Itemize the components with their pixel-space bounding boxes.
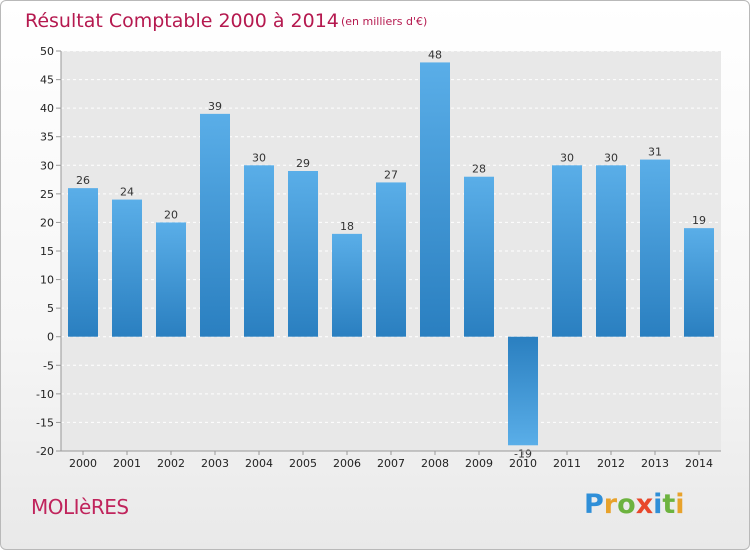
logo-letter: r [603, 489, 618, 520]
x-tick-label-2008: 2008 [421, 457, 449, 470]
data-label-2006: 18 [340, 220, 354, 233]
y-tick-label: 35 [40, 131, 54, 144]
y-tick-label: -10 [36, 388, 54, 401]
y-tick-label: 5 [47, 302, 54, 315]
y-tick-label: 20 [40, 216, 54, 229]
chart-subtitle: (en milliers d'€) [341, 15, 427, 28]
x-tick-label-2005: 2005 [289, 457, 317, 470]
logo-letter: i [675, 489, 685, 520]
y-tick-label: -15 [36, 416, 54, 429]
x-axis-ticks: 2000 2001 2002 2003 2004 2005 2006 2007 2008 2009… [69, 451, 713, 470]
data-label-2005: 29 [296, 157, 310, 170]
bar-2014 [684, 228, 714, 337]
y-tick-label: 0 [47, 331, 54, 344]
data-label-2014: 19 [692, 214, 706, 227]
chart-title: Résultat Comptable 2000 à 2014 [25, 10, 339, 32]
data-label-2011: 30 [560, 151, 574, 164]
bar-2000 [68, 188, 98, 337]
commune-name: MOLIèRES [31, 495, 129, 519]
data-label-2000: 26 [76, 174, 90, 187]
data-label-2002: 20 [164, 208, 178, 221]
data-label-2008: 48 [428, 48, 442, 61]
x-tick-label-2003: 2003 [201, 457, 229, 470]
bar-2008 [420, 62, 450, 337]
data-label-2012: 30 [604, 151, 618, 164]
y-tick-label: 30 [40, 159, 54, 172]
x-tick-label-2004: 2004 [245, 457, 273, 470]
logo-letter: i [653, 489, 663, 520]
y-tick-label: 40 [40, 102, 54, 115]
data-label-2013: 31 [648, 146, 662, 159]
y-tick-label: 15 [40, 245, 54, 258]
x-tick-label-2001: 2001 [113, 457, 141, 470]
y-tick-label: 25 [40, 188, 54, 201]
y-tick-label: 10 [40, 274, 54, 287]
x-tick-label-2010: 2010 [509, 457, 537, 470]
y-tick-label: 50 [40, 45, 54, 58]
bar-2001 [112, 199, 142, 337]
y-tick-label: -5 [43, 359, 54, 372]
data-label-2003: 39 [208, 100, 222, 113]
x-tick-label-2006: 2006 [333, 457, 361, 470]
bar-2002 [156, 222, 186, 337]
data-label-2004: 30 [252, 151, 266, 164]
data-label-2001: 24 [120, 186, 134, 199]
data-label-2007: 27 [384, 168, 398, 181]
bar-2006 [332, 233, 362, 337]
x-tick-label-2007: 2007 [377, 457, 405, 470]
x-tick-label-2011: 2011 [553, 457, 581, 470]
bar-2007 [376, 182, 406, 337]
logo-letter: x [635, 489, 654, 520]
x-tick-label-2000: 2000 [69, 457, 97, 470]
logo-letter: P [584, 489, 604, 520]
logo-letter: o [617, 489, 636, 520]
bar-2003 [200, 113, 230, 337]
x-tick-label-2013: 2013 [641, 457, 669, 470]
bar-2004 [244, 165, 274, 337]
logo-letter: t [662, 489, 676, 520]
x-tick-label-2012: 2012 [597, 457, 625, 470]
bar-2013 [640, 159, 670, 337]
bar-2010 [508, 336, 538, 446]
bar-2009 [464, 176, 494, 337]
data-label-2009: 28 [472, 163, 486, 176]
bar-2011 [552, 165, 582, 337]
x-tick-label-2009: 2009 [465, 457, 493, 470]
x-tick-label-2014: 2014 [685, 457, 713, 470]
y-tick-label: -20 [36, 445, 54, 458]
y-tick-label: 45 [40, 74, 54, 87]
bar-2012 [596, 165, 626, 337]
bar-2005 [288, 171, 318, 337]
x-tick-label-2002: 2002 [157, 457, 185, 470]
proxiti-logo: Proxiti [584, 489, 685, 520]
